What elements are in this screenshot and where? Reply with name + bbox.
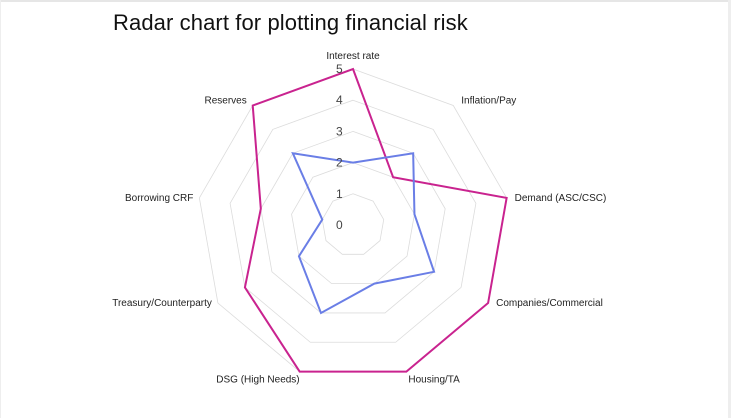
tick-label: 0 [336, 218, 343, 232]
axis-label: Reserves [204, 95, 246, 106]
tick-label: 4 [336, 93, 343, 107]
series-line-1[interactable] [243, 67, 508, 373]
tick-label: 3 [336, 124, 343, 138]
axis-label: DSG (High Needs) [216, 375, 299, 386]
axis-labels: Interest rate Inflation/Pay Demand (ASC/CS… [112, 51, 606, 386]
axis-label: Borrowing CRF [125, 193, 193, 204]
radial-tick-labels: 0 1 2 3 4 5 [336, 62, 343, 232]
tick-label: 2 [336, 156, 343, 170]
window-left-border [0, 0, 1, 418]
axis-label: Inflation/Pay [461, 95, 516, 106]
radar-series [243, 67, 508, 373]
grid-ring [229, 99, 477, 343]
grid-ring [321, 193, 385, 255]
grid-ring [291, 162, 415, 285]
grid-ring [260, 130, 446, 314]
window-top-border [0, 0, 731, 2]
tick-label: 5 [336, 62, 343, 76]
axis-label: Housing/TA [408, 375, 460, 386]
window-right-scrollbar[interactable] [728, 0, 731, 418]
axis-label: Interest rate [326, 51, 380, 62]
axis-label: Companies/Commercial [496, 298, 603, 309]
axis-label: Treasury/Counterparty [112, 298, 212, 309]
tick-label: 1 [336, 187, 343, 201]
series-line-2[interactable] [291, 152, 436, 315]
axis-label: Demand (ASC/CSC) [515, 193, 607, 204]
chart-title: Radar chart for plotting financial risk [113, 10, 468, 35]
